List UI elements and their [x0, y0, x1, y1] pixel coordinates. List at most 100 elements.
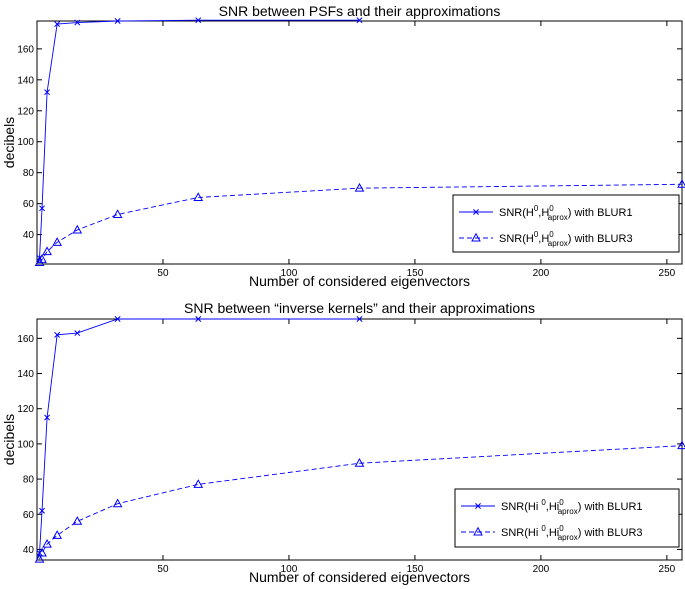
chart-title: SNR between “inverse kernels” and their …: [184, 300, 535, 316]
data-point: [74, 19, 81, 26]
data-point: [112, 498, 123, 508]
y-tick-label: 60: [23, 510, 35, 521]
data-point: [34, 257, 45, 266]
marker-stroke: [114, 18, 121, 24]
x-axis-label: Number of considered eigenvectors: [249, 569, 470, 585]
data-point: [42, 538, 52, 548]
data-point: [54, 21, 61, 28]
legend-text: SNR(Hi: [501, 501, 541, 513]
x-tick-label: 100: [281, 268, 298, 279]
marker-stroke: [195, 316, 202, 322]
y-tick-label: 120: [17, 106, 34, 117]
legend-marker: [471, 232, 481, 242]
y-tick-label: 100: [17, 137, 34, 148]
chart-2: SNR between “inverse kernels” and their …: [1, 300, 685, 585]
legend-marker: [475, 503, 481, 509]
legend-subscript: aprox: [558, 533, 578, 542]
data-point: [114, 18, 121, 24]
data-point: [112, 209, 123, 218]
legend-text: ,H: [538, 233, 549, 245]
data-point: [72, 224, 83, 234]
data-point: [354, 458, 365, 467]
legend-superscript: 0: [534, 204, 539, 213]
legend-subscript: aprox: [558, 507, 578, 516]
marker-stroke: [44, 89, 51, 96]
y-axis-label: decibels: [1, 414, 17, 465]
legend-label: SNR(H0,H0 aprox) with BLUR3: [499, 230, 633, 248]
series-line: [39, 445, 683, 560]
data-point: [44, 414, 51, 421]
data-point: [193, 192, 204, 201]
legend-label: SNR(Hi 0,Hi0 aprox) with BLUR3: [501, 524, 643, 542]
y-axis-label: decibels: [1, 117, 17, 168]
series-2: [34, 440, 685, 563]
data-point: [356, 316, 363, 322]
data-point: [39, 507, 45, 514]
legend-text: ,H: [538, 207, 549, 219]
marker-stroke: [44, 414, 51, 421]
data-point: [34, 553, 45, 563]
legend-text: SNR(Hi: [501, 527, 541, 539]
marker-stroke: [74, 330, 81, 337]
data-point: [195, 17, 202, 24]
legend-text: ) with BLUR3: [578, 527, 643, 539]
x-axis-label: Number of considered eigenvectors: [249, 273, 470, 289]
marker-stroke: [114, 316, 121, 322]
legend-superscript: 0: [541, 524, 546, 533]
legend-text: SNR(H: [499, 207, 534, 219]
series-line: [39, 183, 683, 263]
series-line: [39, 19, 360, 258]
marker-stroke: [473, 209, 479, 215]
y-tick-label: 120: [17, 404, 34, 415]
legend-text: ) with BLUR1: [578, 501, 643, 513]
marker-stroke: [39, 507, 45, 514]
legend-marker: [473, 526, 483, 536]
legend-box: [452, 194, 680, 253]
marker-stroke: [356, 316, 363, 322]
y-tick-label: 140: [17, 75, 34, 86]
data-point: [54, 331, 61, 338]
data-point: [44, 89, 51, 96]
x-tick-label: 150: [407, 268, 424, 279]
x-tick-label: 150: [407, 564, 424, 575]
marker-stroke: [74, 19, 81, 26]
y-tick-label: 160: [17, 334, 34, 345]
y-tick-label: 60: [23, 199, 35, 210]
x-tick-label: 250: [659, 268, 676, 279]
legend-superscript: 0: [549, 230, 554, 239]
marker-stroke: [39, 205, 45, 212]
legend-text: ,Hi: [546, 501, 559, 513]
series-line: [39, 318, 360, 553]
chart-title: SNR between PSFs and their approximation…: [219, 3, 501, 19]
marker-stroke: [475, 503, 481, 509]
legend-superscript: 0: [534, 230, 539, 239]
legend-label: SNR(Hi 0,Hi0 aprox) with BLUR1: [501, 498, 643, 516]
data-point: [114, 316, 121, 322]
marker-stroke: [54, 331, 61, 338]
x-tick-label: 200: [533, 268, 550, 279]
marker-stroke: [356, 17, 363, 24]
x-tick-label: 200: [533, 564, 550, 575]
data-point: [72, 516, 83, 525]
legend-superscript: 0: [559, 524, 564, 533]
series-2: [34, 179, 685, 266]
legend-box: [454, 488, 680, 548]
data-point: [74, 330, 81, 337]
legend-subscript: aprox: [548, 213, 568, 222]
data-point: [37, 254, 47, 263]
legend-label: SNR(H0,H0 aprox) with BLUR1: [499, 204, 633, 222]
legend-marker: [473, 209, 479, 215]
data-point: [356, 17, 363, 24]
legend-superscript: 0: [549, 204, 554, 213]
data-point: [52, 530, 63, 539]
data-point: [39, 205, 45, 212]
legend-text: ) with BLUR3: [568, 233, 633, 245]
data-point: [52, 237, 63, 246]
marker-stroke: [54, 21, 61, 28]
legend-text: ,Hi: [546, 527, 559, 539]
y-tick-label: 140: [17, 369, 34, 380]
x-tick-label: 50: [157, 268, 169, 279]
